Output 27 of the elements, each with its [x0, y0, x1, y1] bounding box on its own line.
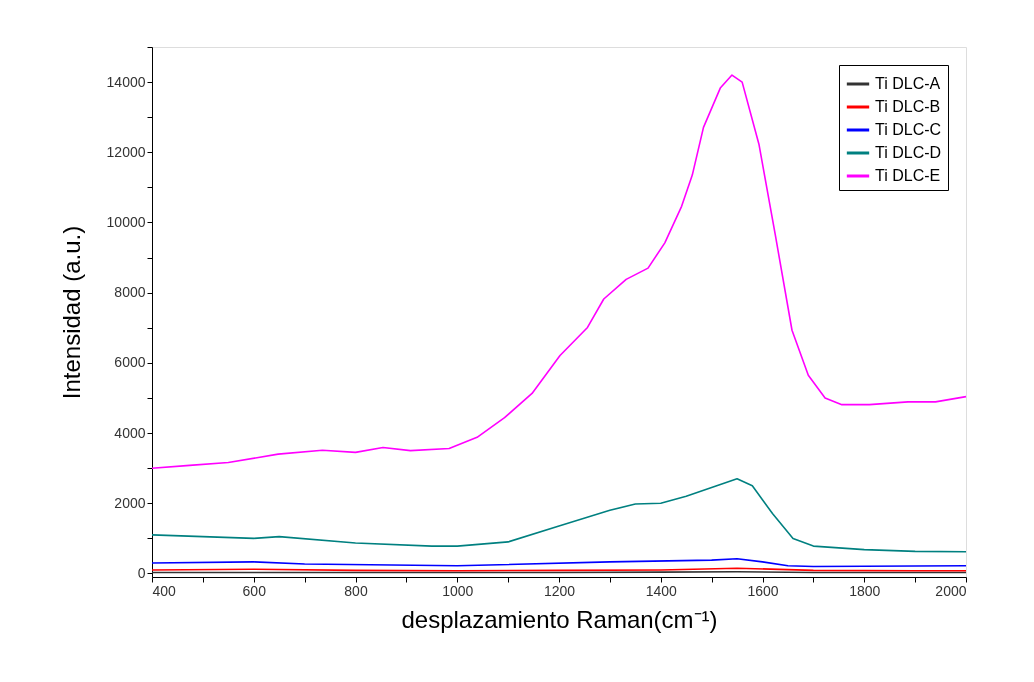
legend-label: Ti DLC-D	[875, 144, 942, 161]
y-tick-label: 0	[137, 564, 146, 581]
legend-label: Ti DLC-B	[875, 98, 941, 115]
line-series	[151, 557, 967, 568]
x-tick-label: 1400	[645, 582, 678, 599]
x-tick-label: 1000	[442, 582, 474, 599]
x-axis-title: desplazamiento Raman(cm⁻¹)	[401, 605, 718, 633]
y-axis-title: Intensidad (a.u.)	[57, 225, 85, 400]
y-tick-label: 10000	[106, 214, 146, 230]
legend-label: Ti DLC-E	[875, 167, 941, 184]
y-tick-label: 14000	[106, 73, 146, 90]
y-tick-label: 8000	[114, 284, 146, 301]
x-tick-label: 1800	[849, 582, 881, 599]
x-tick-label: 400	[152, 582, 177, 599]
y-tick-label: 12000	[106, 143, 146, 160]
x-tick-label: 800	[344, 582, 368, 599]
x-tick-label: 2000	[935, 582, 967, 599]
legend-label: Ti DLC-C	[875, 121, 942, 138]
x-tick-label: 600	[242, 582, 267, 599]
x-tick-label: 1200	[543, 582, 576, 599]
y-tick-label: 2000	[114, 494, 146, 511]
y-tick-label: 4000	[114, 424, 146, 441]
line-series	[151, 74, 967, 469]
legend-label: Ti DLC-A	[875, 75, 941, 92]
line-series	[151, 477, 967, 553]
x-tick-label: 1600	[747, 582, 779, 599]
y-tick-label: 6000	[114, 354, 146, 371]
